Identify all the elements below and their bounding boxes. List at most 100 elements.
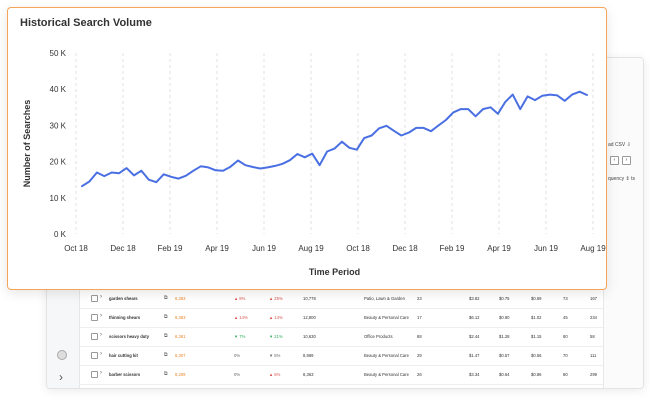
x-tick-label: Aug 19 — [580, 244, 606, 253]
price-cell: $3.82 — [469, 296, 480, 301]
price-cell: $1.15 — [531, 334, 542, 339]
search-volume-cell: 6,209 — [175, 372, 186, 377]
keyword-cell: hair cutting kit — [109, 353, 138, 358]
x-tick-label: Dec 18 — [392, 244, 418, 253]
growth-cell: ▲ 25% — [269, 296, 283, 301]
search-volume-cell: 6,361 — [175, 334, 186, 339]
search-volume-cell: 6,307 — [175, 353, 186, 358]
row-checkbox[interactable] — [91, 295, 98, 302]
data-cell: 80 — [563, 334, 568, 339]
search-volume-chart-popup: Historical Search Volume Oct 18 Dec 18 Feb… — [7, 7, 607, 290]
x-tick-label: Aug 19 — [298, 244, 324, 253]
y-tick-label: 10 K — [50, 194, 67, 203]
category-cell: Patio, Lawn & Garden — [364, 296, 405, 301]
expand-row-chevron-icon[interactable]: › — [100, 351, 102, 357]
expand-row-chevron-icon[interactable]: › — [100, 332, 102, 338]
price-cell: $3.34 — [469, 372, 480, 377]
price-cell: $0.64 — [499, 372, 510, 377]
growth-cell: ▼ 7% — [234, 334, 246, 339]
growth-cell: ▼ 21% — [269, 334, 283, 339]
column-header-frequency[interactable]: quency ⇕ ts — [608, 176, 635, 182]
price-cell: $6.12 — [469, 315, 480, 320]
next-page-button[interactable]: › — [622, 156, 631, 165]
data-cell: 17 — [417, 315, 422, 320]
row-checkbox[interactable] — [91, 371, 98, 378]
row-checkbox[interactable] — [91, 333, 98, 340]
price-cell: $2.44 — [469, 334, 480, 339]
settings-icon[interactable] — [57, 350, 67, 360]
category-cell: Beauty & Personal Care — [364, 372, 409, 377]
search-volume-series-line — [81, 90, 588, 188]
number-cell: 10,778 — [303, 296, 316, 301]
growth-cell: ▲ 6% — [269, 372, 281, 377]
price-cell: $1.28 — [499, 334, 510, 339]
expand-chevron-icon[interactable]: › — [59, 370, 63, 384]
growth-cell: 0% — [234, 372, 241, 377]
right-panel: ad CSV ⇩ ‹ › quency ⇕ ts — [603, 58, 643, 388]
growth-cell: ▲ 14% — [269, 315, 283, 320]
number-cell: 10,630 — [303, 334, 316, 339]
price-cell: $1.47 — [469, 353, 480, 358]
growth-cell: ▼ 5% — [269, 353, 281, 358]
number-cell: 8,363 — [303, 372, 314, 377]
category-cell: Beauty & Personal Care — [364, 315, 409, 320]
table-row[interactable]: › ⧉ garden shears 6,383 ▲ 8% ▲ 25% 10,778 Patio… — [79, 290, 603, 309]
price-cell: $0.90 — [499, 315, 510, 320]
growth-cell: ▲ 8% — [234, 296, 246, 301]
external-link-icon[interactable]: ⧉ — [164, 371, 168, 377]
data-cell: 26 — [417, 372, 422, 377]
keyword-cell: thinning shears — [109, 315, 141, 320]
price-cell: $0.75 — [499, 296, 510, 301]
external-link-icon[interactable]: ⧉ — [164, 333, 168, 339]
y-axis-title: Number of Searches — [22, 100, 32, 188]
row-checkbox[interactable] — [91, 352, 98, 359]
search-volume-cell: 6,383 — [175, 296, 186, 301]
table-row[interactable]: › ⧉ scissors heavy duty 6,361 ▼ 7% ▼ 21% 10,63… — [79, 328, 603, 347]
download-csv-label[interactable]: ad CSV ⇩ — [608, 142, 631, 148]
expand-row-chevron-icon[interactable]: › — [100, 370, 102, 376]
number-cell: 12,800 — [303, 315, 316, 320]
data-cell: 111 — [590, 353, 597, 358]
y-tick-label: 20 K — [50, 158, 67, 167]
growth-cell: 0% — [234, 353, 241, 358]
x-axis-title: Time Period — [309, 267, 360, 277]
price-cell: $0.86 — [531, 372, 542, 377]
category-cell: Office Products — [364, 334, 393, 339]
keyword-cell: scissors heavy duty — [109, 334, 150, 339]
table-row[interactable]: › ⧉ thinning shears 6,383 ▲ 14% ▲ 14% 12,800 Be… — [79, 309, 603, 328]
data-cell: 23 — [417, 296, 422, 301]
data-cell: 73 — [563, 296, 568, 301]
search-volume-line-chart: Oct 18 Dec 18 Feb 19 Apr 19 Jun 19 Aug 19 Oct … — [22, 49, 606, 277]
data-cell: 45 — [563, 315, 568, 320]
expand-row-chevron-icon[interactable]: › — [100, 294, 102, 300]
expand-row-chevron-icon[interactable]: › — [100, 313, 102, 319]
price-cell: $0.56 — [531, 353, 542, 358]
external-link-icon[interactable]: ⧉ — [164, 314, 168, 320]
data-cell: 299 — [590, 372, 597, 377]
price-cell: $0.57 — [499, 353, 510, 358]
x-tick-label: Oct 18 — [346, 244, 370, 253]
x-tick-label: Feb 19 — [158, 244, 183, 253]
category-cell: Beauty & Personal Care — [364, 353, 409, 358]
data-cell: 88 — [417, 334, 422, 339]
number-cell: 8,969 — [303, 353, 314, 358]
x-tick-label: Apr 19 — [487, 244, 511, 253]
table-row[interactable]: › ⧉ barber scissors 6,209 0% ▲ 6% 8,363 Beauty … — [79, 366, 603, 385]
external-link-icon[interactable]: ⧉ — [164, 352, 168, 358]
growth-cell: ▲ 14% — [234, 315, 248, 320]
data-cell: 80 — [563, 372, 568, 377]
y-tick-label: 30 K — [50, 121, 67, 130]
row-checkbox[interactable] — [91, 314, 98, 321]
price-cell: $1.02 — [531, 315, 542, 320]
prev-page-button[interactable]: ‹ — [610, 156, 619, 165]
table-row[interactable]: › ⧉ hair cutting kit 6,307 0% ▼ 5% 8,969 Beauty… — [79, 347, 603, 366]
external-link-icon[interactable]: ⧉ — [164, 295, 168, 301]
search-volume-cell: 6,383 — [175, 315, 186, 320]
data-cell: 70 — [563, 353, 568, 358]
data-cell: 167 — [590, 296, 597, 301]
keyword-cell: garden shears — [109, 296, 138, 301]
x-tick-label: Jun 19 — [534, 244, 559, 253]
x-tick-label: Apr 19 — [205, 244, 229, 253]
y-tick-label: 50 K — [50, 49, 67, 58]
